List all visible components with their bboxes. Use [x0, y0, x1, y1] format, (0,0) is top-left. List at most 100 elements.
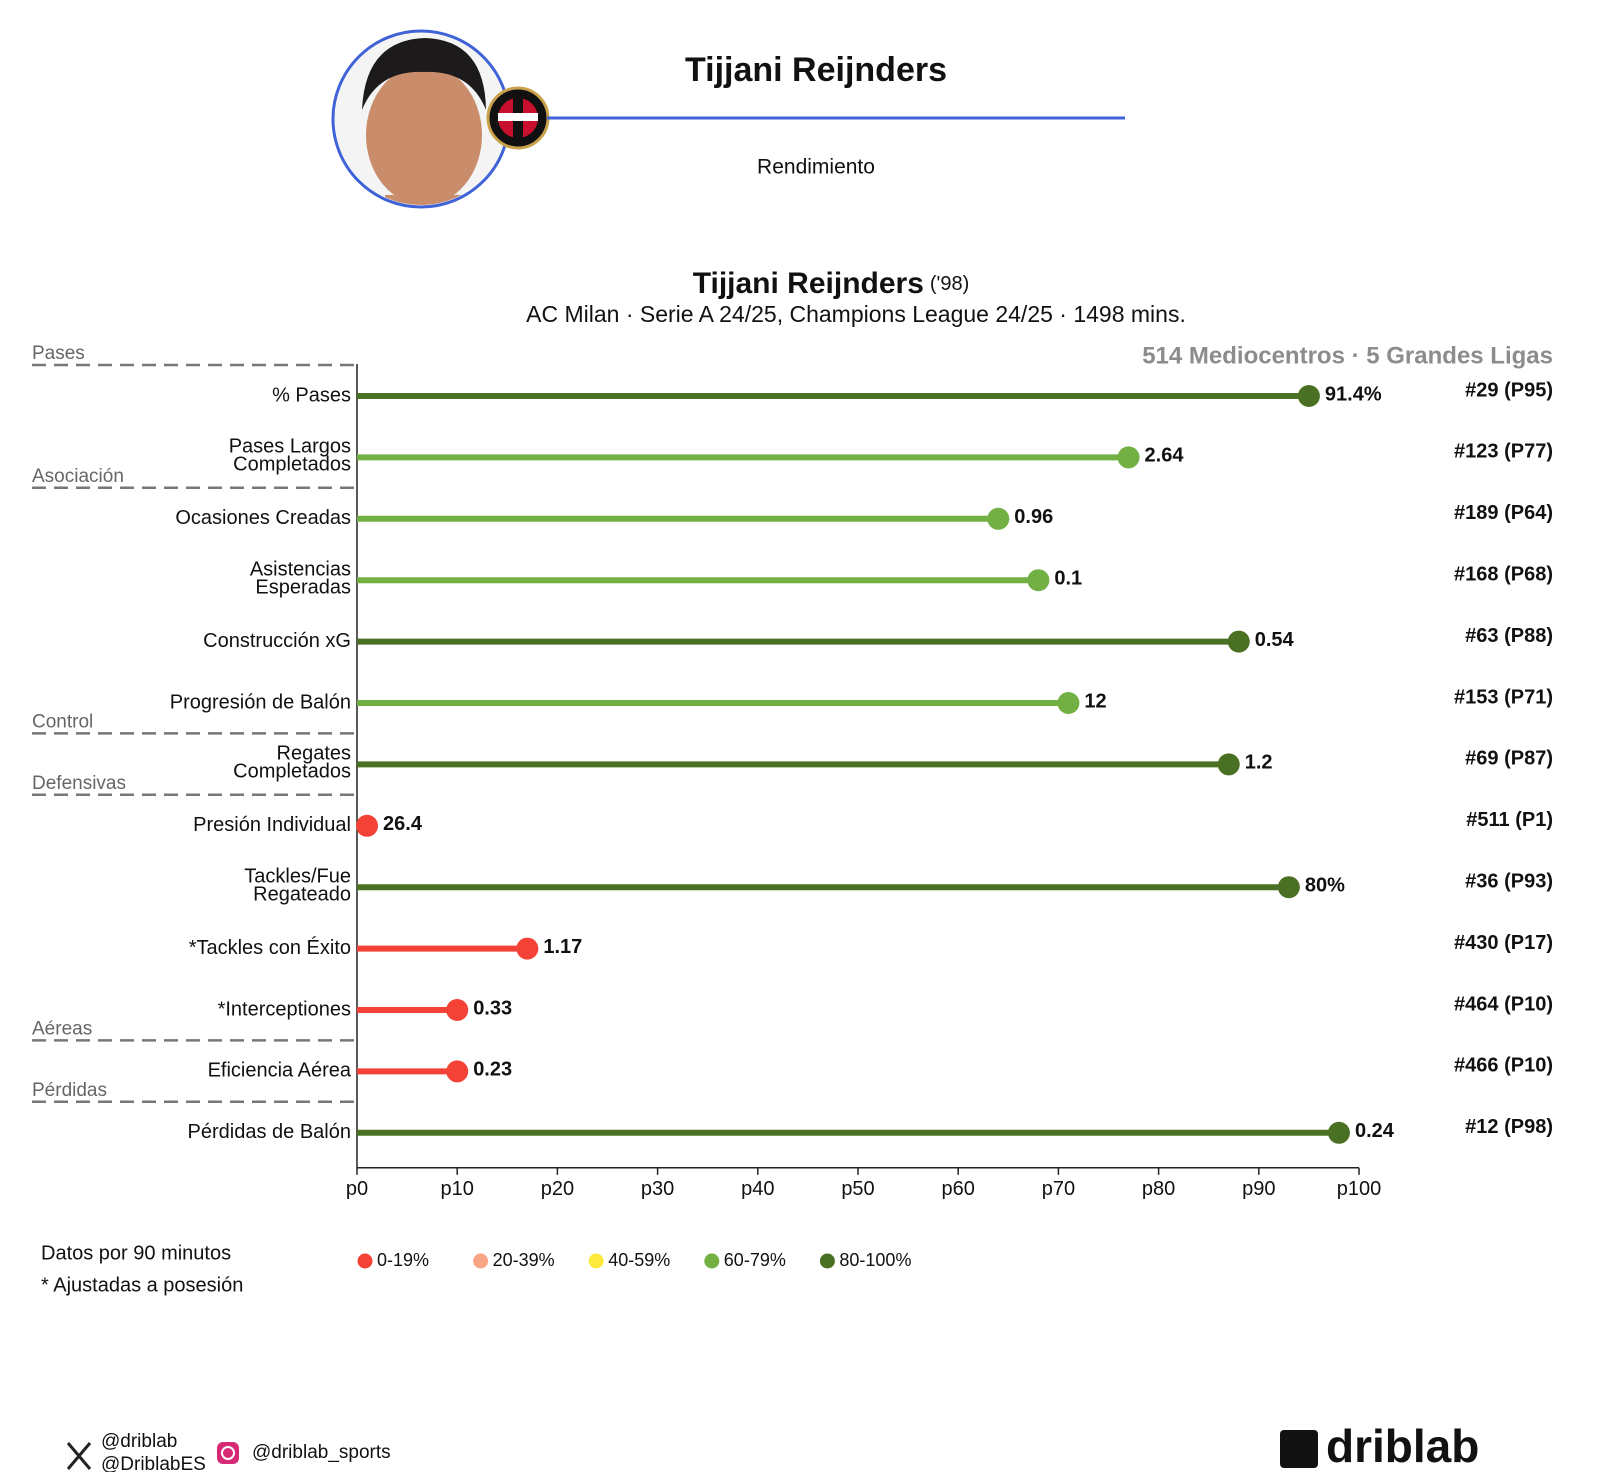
value-label: 91.4%: [1325, 383, 1382, 405]
lollipop-dot: [1217, 753, 1240, 776]
metric-label: Tackles/Fue: [244, 865, 351, 887]
lollipop-dot: [446, 1060, 469, 1083]
x-tick-label: p0: [346, 1178, 368, 1200]
x-tick-label: p30: [641, 1178, 674, 1200]
rank-label: #153 (P71): [1454, 686, 1553, 708]
lollipop-dot: [1297, 385, 1320, 407]
legend-label: 20-39%: [493, 1250, 555, 1270]
lollipop-dot: [1327, 1121, 1350, 1144]
x-tick-label: p20: [541, 1178, 574, 1200]
legend-label: 40-59%: [608, 1250, 670, 1270]
metric-label: Pérdidas de Balón: [188, 1121, 351, 1143]
x-tick-label: p70: [1042, 1178, 1075, 1200]
metric-label: Asistencias: [250, 558, 351, 580]
social-handle: @DriblabES: [101, 1454, 206, 1472]
social-handle: @driblab_sports: [252, 1442, 391, 1463]
value-label: 2.64: [1145, 445, 1185, 467]
lollipop-dot: [1057, 692, 1080, 714]
metric-label: *Tackles con Éxito: [189, 936, 351, 959]
lollipop-dot: [446, 999, 469, 1021]
note: * Ajustadas a posesión: [41, 1274, 243, 1296]
rank-label: #63 (P88): [1465, 625, 1553, 647]
value-label: 0.24: [1355, 1120, 1395, 1142]
metric-label: Esperadas: [255, 576, 351, 598]
lollipop-dot: [516, 937, 539, 960]
brand-logo: driblab: [1326, 1420, 1479, 1472]
note: Datos por 90 minutos: [41, 1242, 231, 1264]
lollipop-dot: [1277, 876, 1300, 899]
header-subtitle: Rendimiento: [757, 156, 875, 179]
value-label: 0.54: [1255, 629, 1295, 651]
lollipop-dot: [1117, 446, 1140, 469]
value-label: 26.4: [383, 813, 423, 835]
group-label: Aéreas: [32, 1018, 92, 1039]
group-label: Defensivas: [32, 773, 126, 794]
value-label: 1.2: [1245, 752, 1273, 774]
x-tick-label: p50: [841, 1178, 874, 1200]
legend-swatch: [588, 1253, 604, 1269]
x-tick-label: p80: [1142, 1178, 1175, 1200]
instagram-icon: [217, 1442, 239, 1464]
x-tick-label: p90: [1242, 1178, 1275, 1200]
rank-label: #464 (P10): [1454, 993, 1553, 1015]
value-label: 12: [1084, 690, 1106, 712]
lollipop-dot: [987, 507, 1010, 530]
legend-label: 0-19%: [377, 1250, 429, 1270]
brand-icon: [1280, 1430, 1318, 1468]
chart-subtitle: AC Milan · Serie A 24/25, Champions Leag…: [526, 301, 1186, 327]
metric-label: *Interceptiones: [218, 998, 351, 1020]
title-name: Tijjani Reijnders: [693, 267, 924, 300]
legend-swatch: [704, 1253, 720, 1269]
metric-label: Construcción xG: [203, 630, 351, 652]
value-label: 0.96: [1014, 506, 1053, 528]
metric-label: Completados: [233, 454, 351, 476]
rank-label: #430 (P17): [1454, 932, 1553, 954]
rank-label: #168 (P68): [1454, 563, 1553, 585]
chart-title: Tijjani Reijnders ('98): [693, 267, 970, 300]
metric-label: Completados: [233, 761, 351, 783]
x-tick-label: p40: [741, 1178, 774, 1200]
rank-label: #36 (P93): [1465, 870, 1553, 892]
metric-label: Eficiencia Aérea: [208, 1060, 352, 1082]
x-tick-label: p10: [441, 1178, 474, 1200]
header-title: Tijjani Reijnders: [685, 51, 947, 89]
legend-swatch: [357, 1253, 373, 1269]
metric-label: % Pases: [272, 384, 351, 406]
rank-label: #69 (P87): [1465, 748, 1553, 770]
legend-swatch: [473, 1253, 489, 1269]
instagram-icon-lens: [221, 1446, 235, 1460]
metric-label: Ocasiones Creadas: [175, 507, 351, 529]
rank-label: #466 (P10): [1454, 1055, 1553, 1077]
rank-label: #123 (P77): [1454, 441, 1553, 463]
title-suffix: ('98): [930, 273, 969, 295]
legend-swatch: [819, 1253, 835, 1269]
x-tick-label: p100: [1337, 1178, 1382, 1200]
rank-label: #12 (P98): [1465, 1116, 1553, 1138]
metric-label: Regateado: [253, 883, 351, 905]
rank-label: #29 (P95): [1465, 379, 1553, 401]
lollipop-dot: [356, 814, 379, 837]
social-handle: @driblab: [101, 1431, 177, 1452]
group-label: Asociación: [32, 466, 124, 487]
value-label: 0.23: [473, 1059, 512, 1081]
value-label: 80%: [1305, 874, 1345, 896]
rank-label: #189 (P64): [1454, 502, 1553, 524]
lollipop-dot: [1027, 569, 1050, 592]
metric-label: Progresión de Balón: [170, 691, 351, 713]
legend-label: 80-100%: [839, 1250, 911, 1270]
lollipop-dot: [1227, 630, 1250, 653]
legend-label: 60-79%: [724, 1250, 786, 1270]
x-icon: [66, 1442, 92, 1470]
rank-label: #511 (P1): [1466, 809, 1553, 831]
x-tick-label: p60: [942, 1178, 975, 1200]
group-label: Pérdidas: [32, 1080, 107, 1101]
value-label: 0.33: [473, 997, 512, 1019]
comparison-label: 514 Mediocentros · 5 Grandes Ligas: [1142, 342, 1553, 369]
metric-label: Presión Individual: [193, 814, 351, 836]
club-badge: [486, 86, 550, 150]
group-label: Control: [32, 711, 93, 732]
metric-label: Pases Largos: [229, 436, 351, 458]
group-label: Pases: [32, 343, 85, 364]
player-photo: [335, 33, 507, 205]
